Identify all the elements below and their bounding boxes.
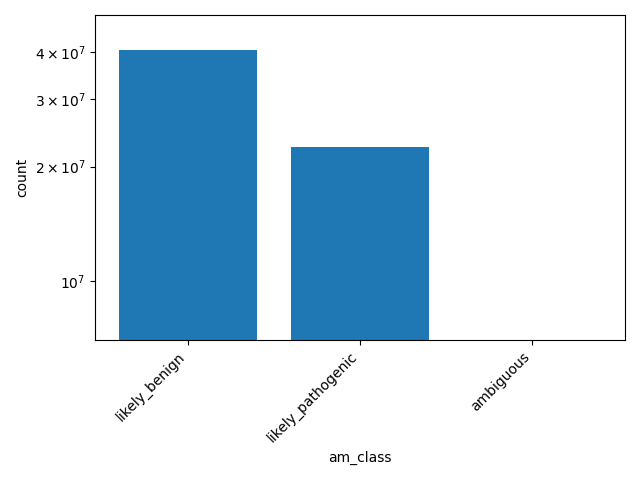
Bar	[120, 50, 257, 480]
Bar	[291, 147, 429, 480]
X-axis label: am_class: am_class	[328, 451, 392, 465]
Y-axis label: count: count	[15, 158, 29, 197]
Bar	[463, 403, 601, 480]
